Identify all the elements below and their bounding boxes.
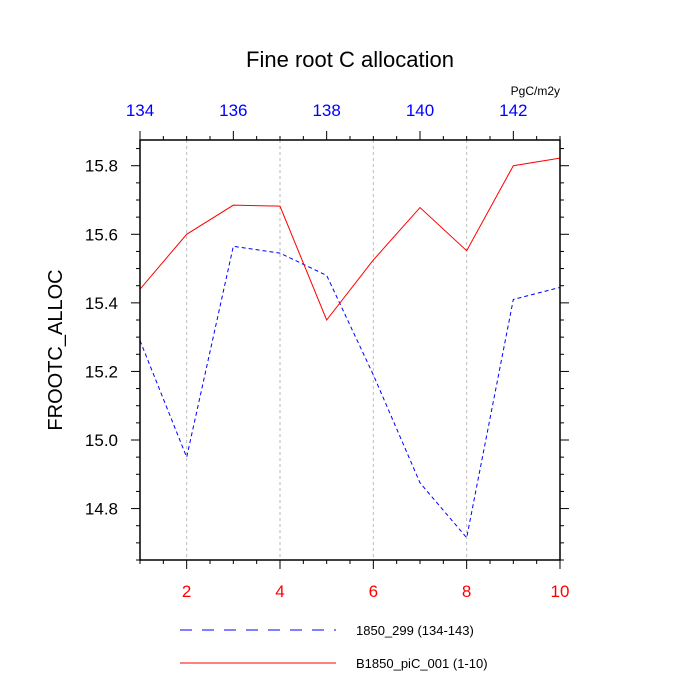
x-bottom-tick-label: 6 bbox=[369, 582, 378, 601]
chart-title: Fine root C allocation bbox=[246, 47, 454, 72]
plot-frame bbox=[139, 139, 561, 561]
y-tick-label: 15.2 bbox=[85, 362, 118, 381]
axis-layer: 2 4 6 8 10 134 136 138 140 142 14.8 15.0 15.2 15.4 15.… bbox=[85, 101, 570, 601]
y-tick-label: 15.8 bbox=[85, 157, 118, 176]
y-axis-label: FROOTC_ALLOC bbox=[45, 269, 67, 430]
y-tick-label: 15.6 bbox=[85, 225, 118, 244]
grid-layer bbox=[186, 140, 468, 560]
y-tick-label: 15.4 bbox=[85, 294, 118, 313]
legend: 1850_299 (134-143) B1850_piC_001 (1-10) bbox=[180, 623, 488, 671]
x-top-tick-label: 138 bbox=[312, 101, 340, 120]
y-tick-label: 14.8 bbox=[85, 500, 118, 519]
legend-label-2: B1850_piC_001 (1-10) bbox=[356, 656, 488, 671]
x-bottom-tick-label: 10 bbox=[551, 582, 570, 601]
series-layer bbox=[139, 157, 561, 539]
y-tick-label: 15.0 bbox=[85, 431, 118, 450]
x-top-tick-label: 134 bbox=[126, 101, 154, 120]
x-bottom-tick-label: 8 bbox=[462, 582, 471, 601]
x-bottom-tick-label: 4 bbox=[275, 582, 284, 601]
x-bottom-tick-label: 2 bbox=[182, 582, 191, 601]
series-line-1 bbox=[139, 245, 561, 539]
x-top-tick-label: 140 bbox=[406, 101, 434, 120]
x-top-tick-label: 136 bbox=[219, 101, 247, 120]
series-line-2 bbox=[139, 157, 561, 321]
units-label: PgC/m2y bbox=[511, 84, 560, 98]
legend-label-1: 1850_299 (134-143) bbox=[356, 623, 474, 638]
x-top-tick-label: 142 bbox=[499, 101, 527, 120]
